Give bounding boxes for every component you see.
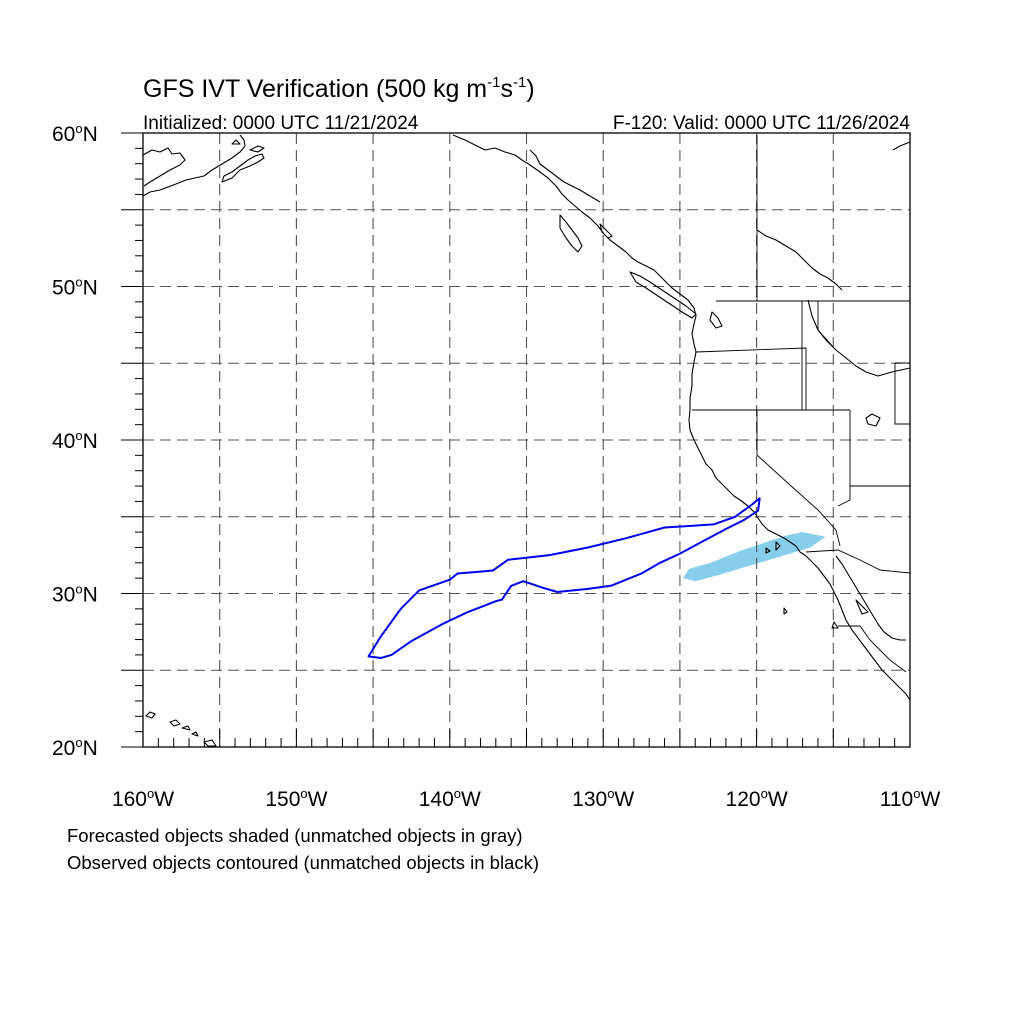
latitude-tick-label: 40oN bbox=[52, 428, 98, 453]
gridlines bbox=[143, 133, 910, 747]
footnote-forecast: Forecasted objects shaded (unmatched obj… bbox=[67, 825, 523, 846]
latitude-labels: 60oN 50oN 40oN 30oN 20oN bbox=[52, 121, 98, 760]
longitude-labels: 160oW 150oW 140oW 130oW 120oW 110oW bbox=[112, 786, 941, 811]
longitude-tick-label: 160oW bbox=[112, 786, 174, 811]
political-borders bbox=[692, 135, 910, 672]
map-area bbox=[121, 133, 910, 747]
longitude-tick-label: 130oW bbox=[572, 786, 634, 811]
latitude-tick-label: 30oN bbox=[52, 582, 98, 607]
init-time-label: Initialized: 0000 UTC 11/21/2024 bbox=[143, 113, 419, 134]
valid-time-label: F-120: Valid: 0000 UTC 11/26/2024 bbox=[613, 113, 911, 134]
footnote-observed: Observed objects contoured (unmatched ob… bbox=[67, 852, 539, 873]
map-figure: GFS IVT Verification (500 kg m-1s-1) Ini… bbox=[0, 0, 1024, 1024]
longitude-tick-label: 140oW bbox=[419, 786, 481, 811]
longitude-tick-label: 120oW bbox=[726, 786, 788, 811]
latitude-tick-label: 50oN bbox=[52, 275, 98, 300]
chart-title: GFS IVT Verification (500 kg m-1s-1) bbox=[143, 74, 535, 103]
longitude-tick-label: 110oW bbox=[880, 786, 941, 811]
longitude-tick-label: 150oW bbox=[265, 786, 327, 811]
latitude-tick-label: 60oN bbox=[52, 121, 98, 146]
latitude-tick-label: 20oN bbox=[52, 735, 98, 760]
